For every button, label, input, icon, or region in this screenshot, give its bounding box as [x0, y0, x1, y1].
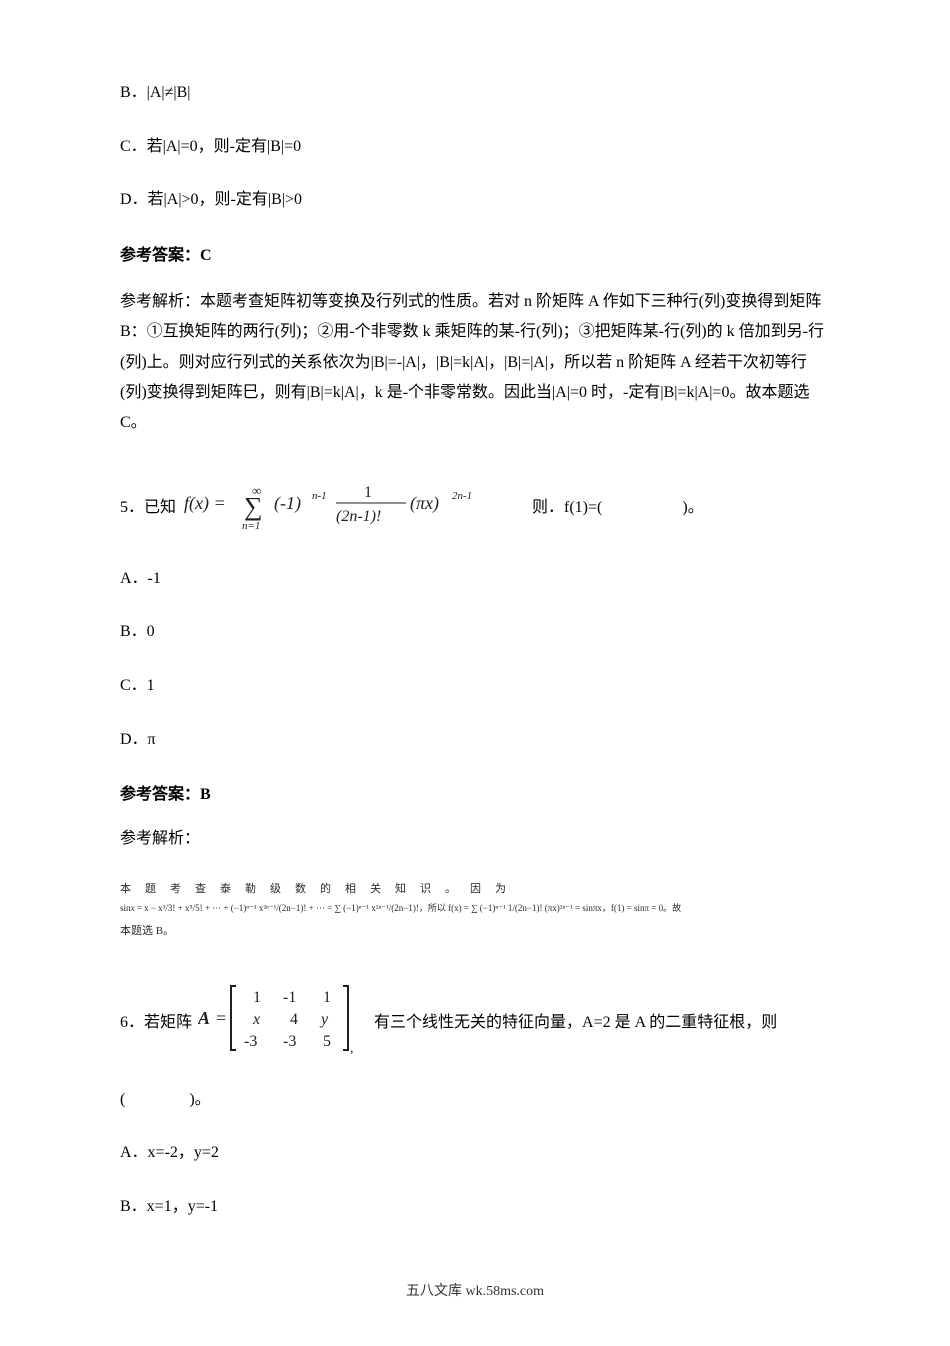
q5-formula: f(x) = ∞ ∑ n=1 (-1) n-1 1 (2n-1)! (πx) 2…: [184, 475, 524, 536]
svg-text:,: ,: [350, 1041, 354, 1056]
q5-option-a: A．-1: [120, 566, 830, 592]
svg-text:-3: -3: [244, 1033, 257, 1050]
q5-mini-line1: 本题考查泰勒级数的相关知识。因为: [120, 880, 830, 896]
q4-explain: 参考解析：本题考查矩阵初等变换及行列式的性质。若对 n 阶矩阵 A 作如下三种行…: [120, 287, 830, 439]
q5-suffix2: )。: [682, 493, 703, 517]
svg-text:1: 1: [364, 484, 372, 501]
svg-text:-3: -3: [283, 1033, 296, 1050]
svg-text:1: 1: [323, 989, 331, 1006]
svg-text:(-1): (-1): [274, 493, 301, 514]
svg-text:(πx): (πx): [410, 493, 439, 514]
svg-text:A: A: [198, 1008, 210, 1028]
svg-text:y: y: [319, 1011, 329, 1028]
q4-option-d: D．若|A|>0，则-定有|B|>0: [120, 187, 830, 213]
svg-text:1: 1: [253, 989, 261, 1006]
svg-text:f(x) =: f(x) =: [184, 493, 226, 514]
svg-text:(2n-1)!: (2n-1)!: [336, 508, 381, 525]
svg-text:=: =: [216, 1008, 226, 1028]
q4-option-c: C．若|A|=0，则-定有|B|=0: [120, 134, 830, 160]
q6-prefix: 6．若矩阵: [120, 1008, 192, 1032]
page-footer: 五八文库 wk.58ms.com: [120, 1280, 830, 1300]
svg-text:n=1: n=1: [242, 520, 260, 531]
q6-option-b: B．x=1，y=-1: [120, 1194, 830, 1220]
svg-text:4: 4: [290, 1011, 298, 1028]
svg-text:5: 5: [323, 1033, 331, 1050]
q5-suffix: 则．f(1)=(: [532, 493, 602, 517]
q4-option-b: B．|A|≠|B|: [120, 80, 830, 106]
svg-text:-1: -1: [283, 989, 296, 1006]
q5-stem: 5．已知 f(x) = ∞ ∑ n=1 (-1) n-1 1 (2n-1)! (…: [120, 475, 830, 536]
q6-stem: 6．若矩阵 A = 1 -1 1 x 4 y -3 -3 5 ,: [120, 978, 830, 1063]
svg-text:∑: ∑: [244, 492, 263, 521]
svg-text:n-1: n-1: [312, 490, 327, 502]
q6-option-a: A．x=-2，y=2: [120, 1140, 830, 1166]
q5-prefix: 5．已知: [120, 493, 176, 517]
q6-paren: ( )。: [120, 1087, 830, 1113]
q5-option-c: C．1: [120, 673, 830, 699]
q5-option-d: D．π: [120, 727, 830, 753]
q5-answer: 参考答案：B: [120, 780, 830, 804]
q4-answer: 参考答案：C: [120, 241, 830, 265]
q6-suffix: 有三个线性无关的特征向量，A=2 是 A 的二重特征根，则: [374, 1008, 777, 1032]
svg-text:x: x: [252, 1011, 260, 1028]
q6-matrix: A = 1 -1 1 x 4 y -3 -3 5 ,: [198, 978, 368, 1063]
q5-mini-end: 本题选 B。: [120, 922, 830, 938]
q5-explain-label: 参考解析：: [120, 826, 830, 852]
q5-option-b: B．0: [120, 619, 830, 645]
q5-mini-formula: sinx = x − x³/3! + x⁵/5! + ··· + (−1)ⁿ⁻¹…: [120, 900, 830, 916]
svg-text:2n-1: 2n-1: [452, 490, 472, 502]
